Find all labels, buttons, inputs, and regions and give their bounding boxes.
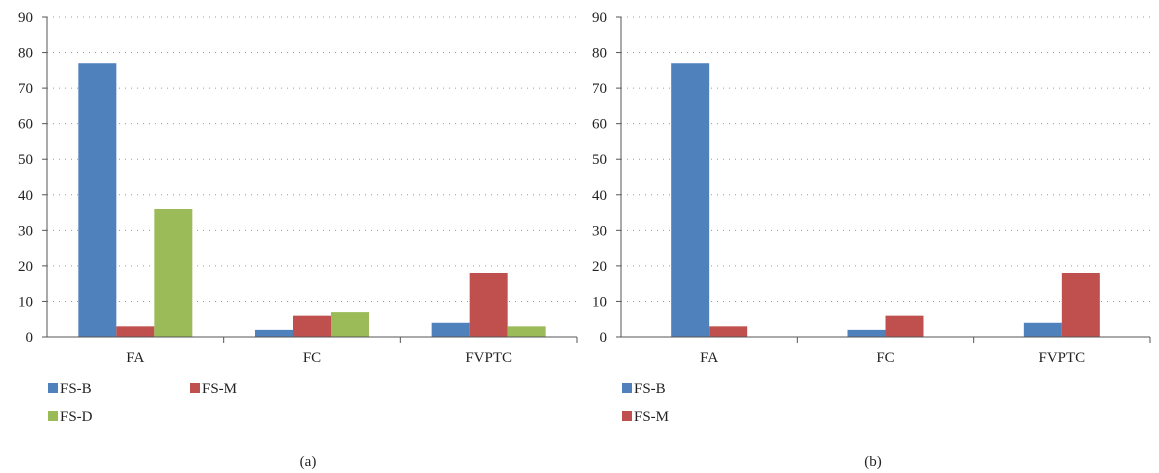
bar-fs-m-fc (293, 315, 331, 337)
x-category-label: FVPTC (465, 350, 512, 366)
bar-fs-d-fc (331, 312, 369, 337)
x-category-label: FC (303, 350, 321, 366)
chart-panel-0: 0 10 20 30 40 50 60 70 80 90 FA FC FVPTC FS-B FS-D FS-M… (18, 10, 578, 470)
bar-fs-b-fc (255, 329, 293, 337)
chart-panel-1: 0 10 20 30 40 50 60 70 80 90 FA FC FVPTC FS-B FS-M (b) (592, 10, 1151, 470)
y-tick-label: 0 (600, 330, 608, 346)
legend-label-fs-b: FS-B (634, 381, 666, 397)
bar-fs-b-fa (78, 63, 117, 337)
y-tick-label: 90 (592, 10, 607, 26)
bar-fs-b-fvptc (1023, 322, 1062, 337)
legend-swatch-fs-m (190, 383, 200, 393)
y-tick-label: 40 (18, 188, 33, 204)
legend-swatch-fs-b (622, 383, 632, 393)
bar-fs-b-fc (847, 329, 886, 337)
y-tick-label: 80 (592, 46, 607, 62)
x-category-label: FA (126, 350, 144, 366)
y-tick-label: 60 (18, 117, 33, 133)
panel-label: (a) (300, 454, 317, 470)
y-tick-label: 90 (18, 10, 33, 26)
y-tick-label: 30 (592, 223, 607, 239)
bar-fs-m-fc (885, 315, 924, 337)
legend-label-fs-b: FS-B (60, 381, 92, 397)
y-tick-label: 20 (18, 259, 33, 275)
legend-label-fs-d: FS-D (60, 409, 93, 425)
bar-fs-d-fa (154, 209, 193, 337)
x-category-label: FA (700, 350, 718, 366)
bar-fs-b-fa (671, 63, 710, 337)
legend-swatch-fs-d (48, 411, 58, 421)
y-tick-label: 70 (18, 81, 33, 97)
bar-fs-d-fvptc (507, 326, 546, 337)
x-category-label: FVPTC (1038, 350, 1085, 366)
legend-label-fs-m: FS-M (634, 409, 669, 425)
bar-fs-m-fvptc (1061, 273, 1100, 337)
panel-label: (b) (864, 454, 882, 470)
legend-label-fs-m: FS-M (202, 381, 237, 397)
y-tick-label: 20 (592, 259, 607, 275)
bar-fs-m-fa (709, 326, 748, 337)
y-tick-label: 80 (18, 46, 33, 62)
legend-swatch-fs-b (48, 383, 58, 393)
y-tick-label: 10 (592, 294, 607, 310)
y-tick-label: 30 (18, 223, 33, 239)
legend-swatch-fs-m (622, 411, 632, 421)
y-tick-label: 60 (592, 117, 607, 133)
y-tick-label: 50 (18, 152, 33, 168)
x-category-label: FC (876, 350, 894, 366)
y-tick-label: 0 (26, 330, 34, 346)
y-tick-label: 50 (592, 152, 607, 168)
y-tick-label: 40 (592, 188, 607, 204)
bar-fs-m-fa (116, 326, 155, 337)
bar-fs-b-fvptc (431, 322, 470, 337)
bar-fs-m-fvptc (469, 273, 508, 337)
y-tick-label: 70 (592, 81, 607, 97)
y-tick-label: 10 (18, 294, 33, 310)
